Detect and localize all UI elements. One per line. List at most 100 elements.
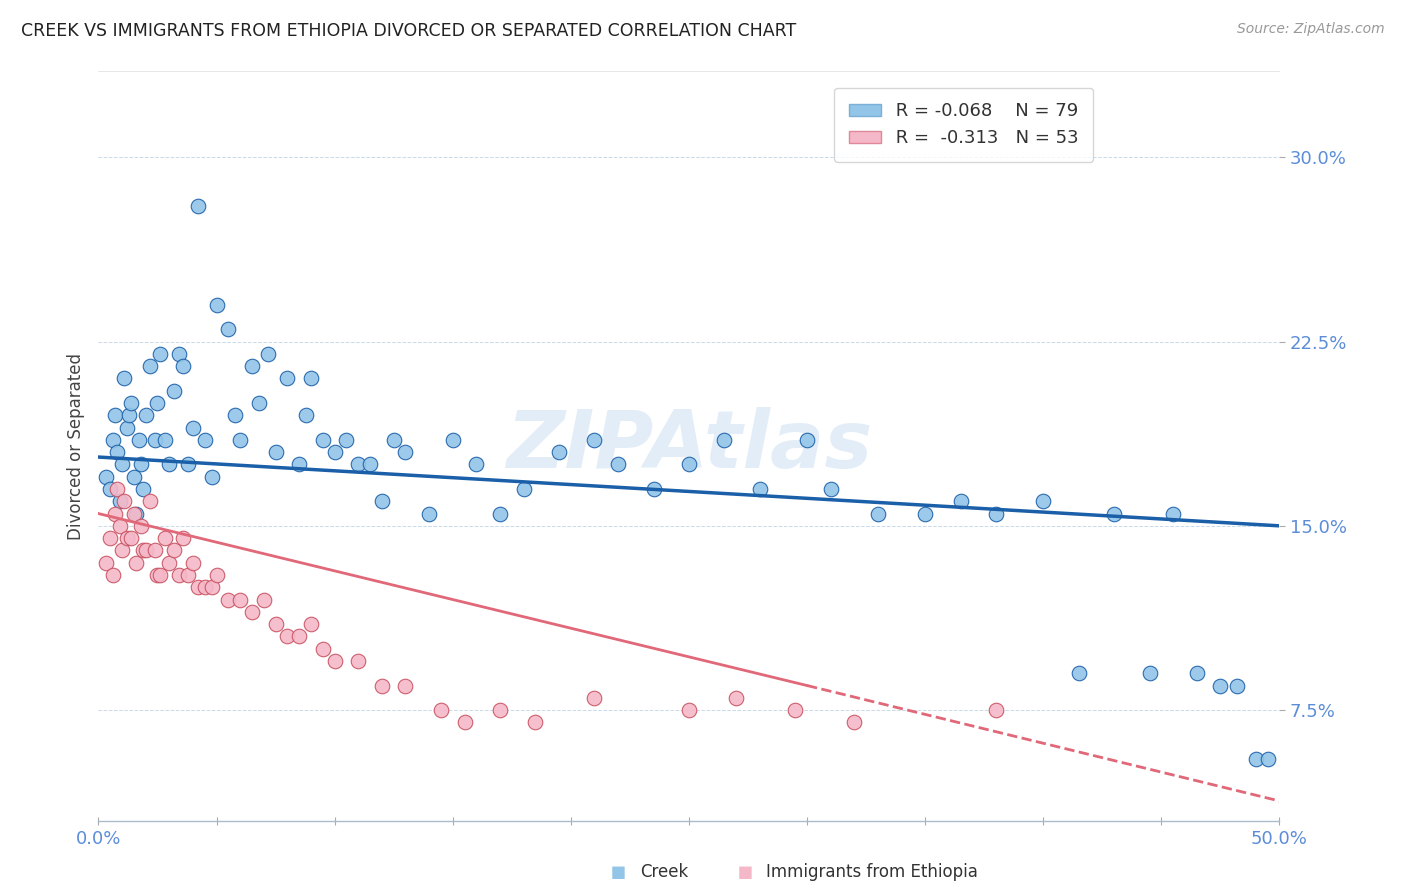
Point <box>201 580 224 594</box>
Point <box>1244 752 1267 766</box>
Point <box>288 629 311 643</box>
Point <box>122 507 145 521</box>
Text: ▪: ▪ <box>737 861 754 884</box>
Point <box>257 347 280 361</box>
Point <box>430 703 453 717</box>
Point <box>181 420 204 434</box>
Point <box>359 458 381 472</box>
Point <box>101 568 124 582</box>
Point <box>323 445 346 459</box>
Point <box>418 507 440 521</box>
Point <box>122 469 145 483</box>
Point <box>643 482 665 496</box>
Point <box>465 458 488 472</box>
Point <box>217 592 239 607</box>
Point <box>1102 507 1125 521</box>
Point <box>1226 679 1249 693</box>
Point <box>194 433 217 447</box>
Point <box>143 433 166 447</box>
Point <box>125 507 148 521</box>
Point <box>205 568 228 582</box>
Point <box>276 629 298 643</box>
Point <box>382 433 405 447</box>
Point <box>167 568 190 582</box>
Point <box>394 445 416 459</box>
Point <box>105 482 128 496</box>
Point <box>240 359 263 373</box>
Text: Creek: Creek <box>640 863 688 881</box>
Point <box>1185 666 1208 681</box>
Point <box>1032 494 1054 508</box>
Point <box>143 543 166 558</box>
Point <box>101 433 124 447</box>
Point <box>276 371 298 385</box>
Point <box>205 298 228 312</box>
Point <box>172 531 194 545</box>
Point <box>229 433 252 447</box>
Point <box>153 433 176 447</box>
Point <box>1139 666 1161 681</box>
Point <box>146 568 169 582</box>
Point <box>149 347 172 361</box>
Point <box>135 409 157 423</box>
Point <box>725 690 748 705</box>
Point <box>607 458 630 472</box>
Point <box>678 458 700 472</box>
Point <box>371 679 394 693</box>
Point <box>1161 507 1184 521</box>
Point <box>796 433 818 447</box>
Point <box>105 445 128 459</box>
Point <box>866 507 889 521</box>
Point <box>104 507 127 521</box>
Point <box>139 494 162 508</box>
Point <box>914 507 936 521</box>
Point <box>984 703 1007 717</box>
Point <box>489 703 512 717</box>
Text: CREEK VS IMMIGRANTS FROM ETHIOPIA DIVORCED OR SEPARATED CORRELATION CHART: CREEK VS IMMIGRANTS FROM ETHIOPIA DIVORC… <box>21 22 796 40</box>
Point <box>524 715 547 730</box>
Point <box>678 703 700 717</box>
Point <box>167 347 190 361</box>
Point <box>288 458 311 472</box>
Point <box>1067 666 1090 681</box>
Point <box>247 396 270 410</box>
Point <box>177 568 200 582</box>
Point <box>347 458 370 472</box>
Point <box>146 396 169 410</box>
Point <box>548 445 571 459</box>
Point <box>347 654 370 668</box>
Point <box>157 556 180 570</box>
Point <box>312 433 335 447</box>
Point <box>125 556 148 570</box>
Point <box>299 617 322 632</box>
Point <box>153 531 176 545</box>
Point <box>820 482 842 496</box>
Point <box>583 433 606 447</box>
Point <box>217 322 239 336</box>
Point <box>121 396 143 410</box>
Point <box>115 420 138 434</box>
Point <box>172 359 194 373</box>
Point <box>177 458 200 472</box>
Point <box>394 679 416 693</box>
Point <box>748 482 770 496</box>
Point <box>453 715 475 730</box>
Point <box>312 641 335 656</box>
Point <box>583 690 606 705</box>
Point <box>489 507 512 521</box>
Point <box>149 568 172 582</box>
Legend:  R = -0.068    N = 79,  R =  -0.313   N = 53: R = -0.068 N = 79, R = -0.313 N = 53 <box>834 88 1094 161</box>
Point <box>98 531 121 545</box>
Point <box>115 531 138 545</box>
Point <box>129 458 152 472</box>
Point <box>129 519 152 533</box>
Point <box>1209 679 1232 693</box>
Point <box>1257 752 1279 766</box>
Point <box>98 482 121 496</box>
Point <box>128 433 150 447</box>
Point <box>264 445 287 459</box>
Text: ▪: ▪ <box>610 861 627 884</box>
Point <box>118 409 141 423</box>
Point <box>949 494 972 508</box>
Point <box>371 494 394 508</box>
